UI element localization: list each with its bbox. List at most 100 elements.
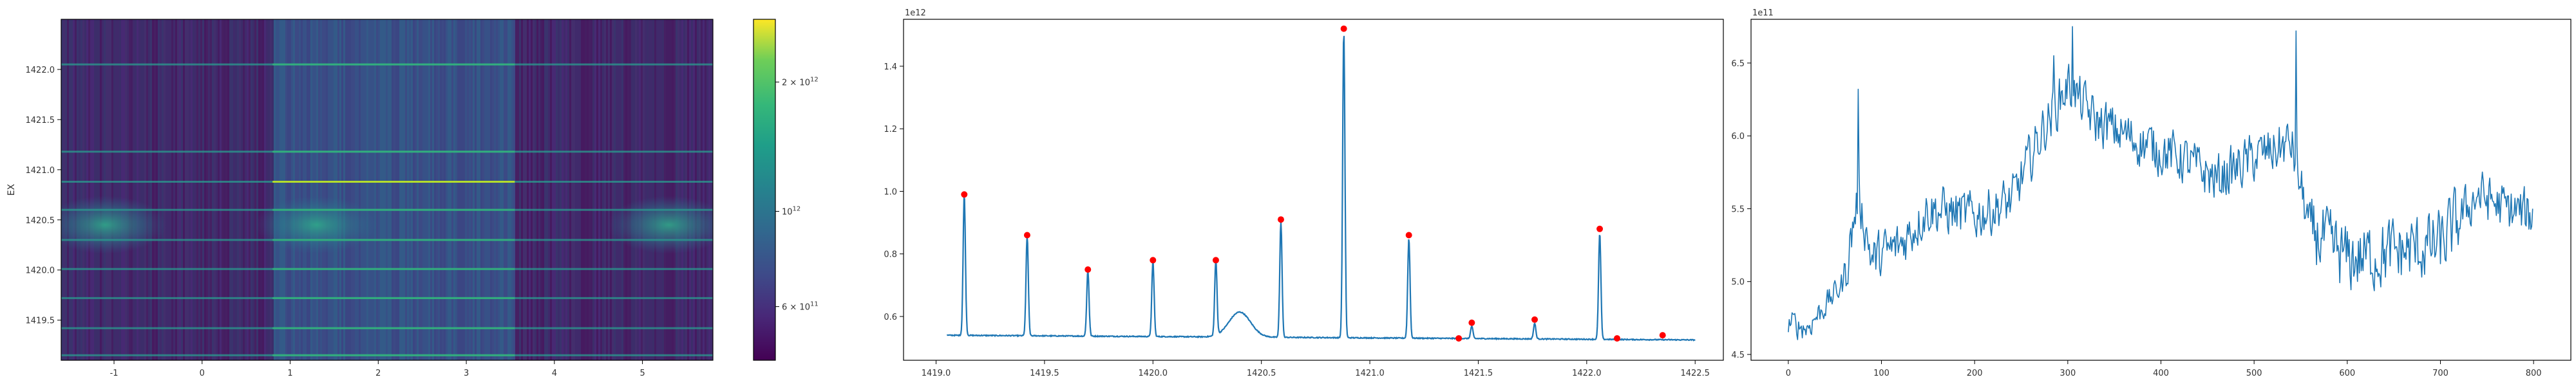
heatmap-column bbox=[666, 19, 668, 360]
heatmap-column bbox=[403, 19, 405, 360]
x-tick-label: 700 bbox=[2432, 369, 2448, 378]
heatmap-column bbox=[123, 19, 125, 360]
heatmap-column bbox=[424, 19, 426, 360]
heatmap-column bbox=[513, 19, 515, 360]
heatmap-column bbox=[467, 19, 469, 360]
timeseries-panel: 0 100 200 300 400 500 600 700 800 4.5 5.0 5.5 6.0 6.… bbox=[1731, 8, 2571, 378]
peak-markers bbox=[961, 25, 1666, 342]
peak-marker bbox=[1659, 332, 1666, 339]
heatmap-column bbox=[515, 19, 517, 360]
heatmap-column bbox=[125, 19, 127, 360]
heatmap-column bbox=[525, 19, 527, 360]
x-tick-label: 400 bbox=[2153, 369, 2169, 378]
heatmap-column bbox=[616, 19, 618, 360]
heatmap-column bbox=[500, 19, 502, 360]
heatmap-hotspot bbox=[255, 196, 378, 254]
y-tick-label: 5.0 bbox=[1731, 278, 1745, 288]
heatmap-column bbox=[214, 19, 216, 360]
heatmap-column bbox=[162, 19, 164, 360]
heatmap-bright-segment bbox=[272, 63, 515, 66]
heatmap-column bbox=[442, 19, 444, 360]
heatmap-column bbox=[587, 19, 589, 360]
heatmap-column bbox=[249, 19, 251, 360]
heatmap-column bbox=[395, 19, 397, 360]
heatmap-column bbox=[183, 19, 185, 360]
heatmap-column bbox=[283, 19, 285, 360]
peaks-frame bbox=[903, 19, 1724, 361]
heatmap-column bbox=[337, 19, 339, 360]
heatmap-column bbox=[455, 19, 457, 360]
heatmap-column bbox=[469, 19, 471, 360]
peaks-panel: 1419.0 1419.5 1420.0 1420.5 1421.0 1421.5 1422… bbox=[884, 8, 1724, 378]
heatmap-column bbox=[77, 19, 79, 360]
heatmap-column bbox=[222, 19, 223, 360]
heatmap-column bbox=[434, 19, 436, 360]
heatmap-column bbox=[585, 19, 587, 360]
heatmap-column bbox=[223, 19, 225, 360]
heatmap-column bbox=[475, 19, 477, 360]
heatmap-column bbox=[278, 19, 279, 360]
heatmap-column bbox=[307, 19, 308, 360]
heatmap-column bbox=[531, 19, 533, 360]
heatmap-panel: -1 0 1 2 3 4 5 1419.51420.01420.51421.01421.51… bbox=[6, 19, 714, 378]
y-tick-label: 1420.5 bbox=[26, 216, 55, 226]
heatmap-column bbox=[492, 19, 494, 360]
heatmap-column bbox=[218, 19, 220, 360]
heatmap-column bbox=[697, 19, 699, 360]
heatmap-column bbox=[235, 19, 237, 360]
heatmap-column bbox=[465, 19, 467, 360]
heatmap-column bbox=[473, 19, 475, 360]
x-tick-label: 0 bbox=[1786, 369, 1791, 378]
heatmap-column bbox=[521, 19, 523, 360]
heatmap-column bbox=[158, 19, 160, 360]
x-tick-label: 1422.5 bbox=[1680, 369, 1710, 378]
heatmap-hotspot bbox=[61, 196, 167, 254]
timeseries-plot-area bbox=[1751, 19, 2571, 360]
heatmap-column bbox=[511, 19, 513, 360]
heatmap-column bbox=[142, 19, 144, 360]
x-tick-label: 1420.0 bbox=[1139, 369, 1168, 378]
heatmap-column bbox=[507, 19, 509, 360]
heatmap-column bbox=[677, 19, 679, 360]
heatmap-column bbox=[637, 19, 639, 360]
heatmap-column bbox=[670, 19, 672, 360]
heatmap-column bbox=[432, 19, 434, 360]
heatmap-column bbox=[592, 19, 594, 360]
x-tick-label: 300 bbox=[2060, 369, 2076, 378]
heatmap-column bbox=[67, 19, 69, 360]
heatmap-column bbox=[79, 19, 80, 360]
heatmap-column bbox=[181, 19, 183, 360]
heatmap-column bbox=[270, 19, 272, 360]
heatmap-column bbox=[529, 19, 531, 360]
heatmap-column bbox=[355, 19, 357, 360]
heatmap-column bbox=[654, 19, 656, 360]
heatmap-column bbox=[560, 19, 562, 360]
peak-marker bbox=[1596, 225, 1604, 232]
heatmap-column bbox=[426, 19, 428, 360]
heatmap-column bbox=[196, 19, 198, 360]
heatmap-column bbox=[164, 19, 166, 360]
peak-marker bbox=[1531, 316, 1539, 323]
heatmap-column bbox=[345, 19, 347, 360]
heatmap-column bbox=[314, 19, 316, 360]
heatmap-column bbox=[349, 19, 351, 360]
heatmap-column bbox=[127, 19, 129, 360]
heatmap-column bbox=[488, 19, 490, 360]
heatmap-column bbox=[471, 19, 473, 360]
heatmap-column bbox=[399, 19, 401, 360]
heatmap-column bbox=[384, 19, 386, 360]
heatmap-column bbox=[699, 19, 701, 360]
heatmap-column bbox=[370, 19, 372, 360]
x-tick-label: 800 bbox=[2526, 369, 2542, 378]
heatmap-column bbox=[86, 19, 88, 360]
heatmap-column bbox=[608, 19, 610, 360]
heatmap-column bbox=[135, 19, 137, 360]
x-tick-label: 1419.0 bbox=[922, 369, 951, 378]
heatmap-y-axis: 1419.5 1420.0 1420.5 1421.0 1421.5 1422.0 bbox=[26, 66, 61, 326]
heatmap-column bbox=[63, 19, 65, 360]
heatmap-column bbox=[326, 19, 328, 360]
heatmap-column bbox=[451, 19, 453, 360]
heatmap-column bbox=[247, 19, 249, 360]
colorbar-gradient bbox=[753, 19, 775, 360]
heatmap-column bbox=[310, 19, 312, 360]
